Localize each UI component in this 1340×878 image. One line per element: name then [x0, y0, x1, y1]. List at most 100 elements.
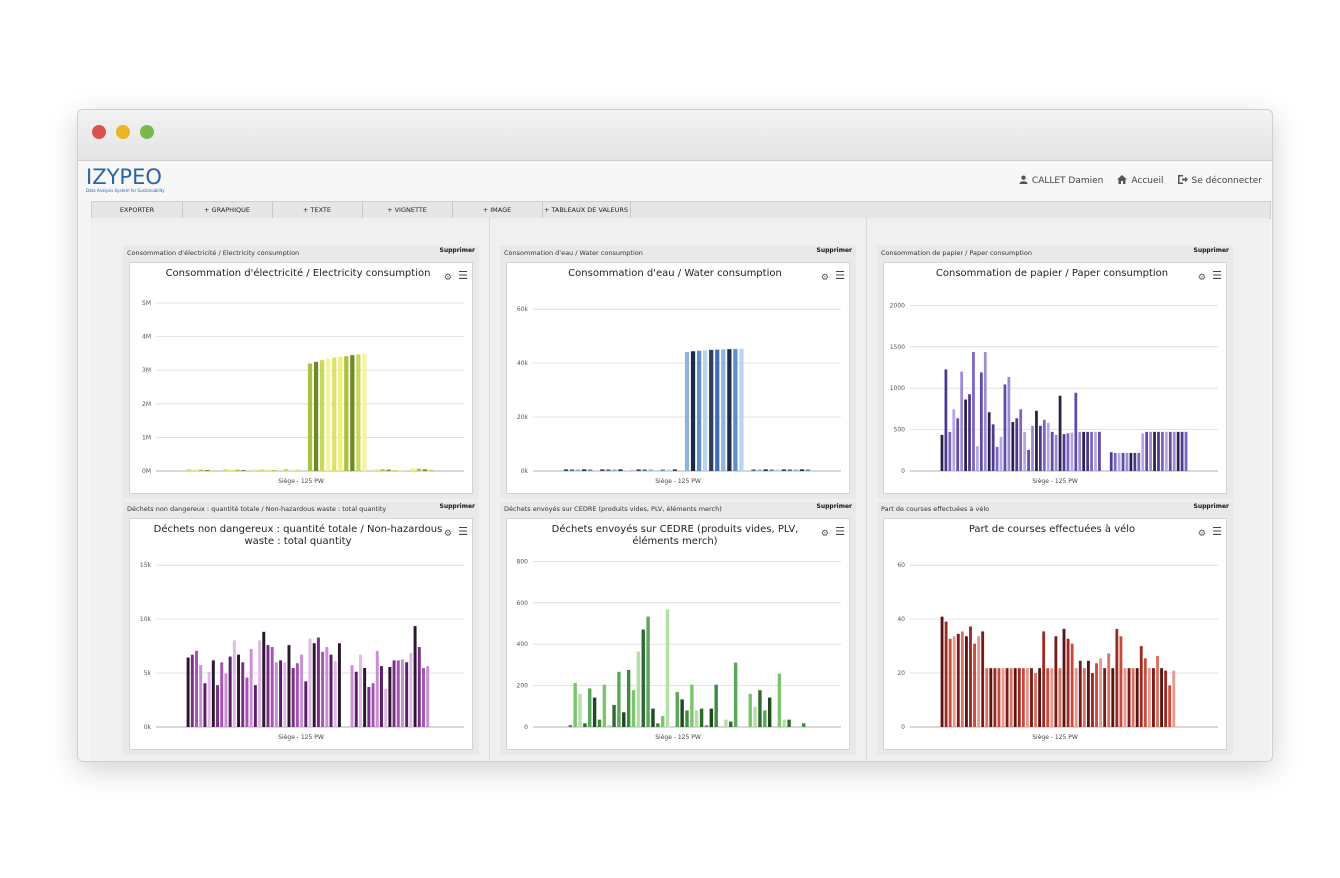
- bar: [696, 350, 702, 471]
- bar: [1011, 422, 1015, 471]
- logout-link[interactable]: Se déconnecter: [1177, 175, 1262, 187]
- x-axis-label: Siège - 125 PW: [1032, 734, 1078, 741]
- bar: [583, 723, 587, 727]
- delete-widget-button[interactable]: Supprimer: [1193, 247, 1229, 254]
- menu-icon[interactable]: ☰: [1212, 525, 1222, 538]
- user-menu[interactable]: CALLET Damien: [1019, 175, 1103, 187]
- bar: [684, 351, 690, 471]
- bar: [304, 681, 308, 727]
- bar: [384, 688, 388, 727]
- bar: [405, 662, 409, 727]
- y-tick-label: 40k: [517, 360, 529, 367]
- bar: [607, 725, 611, 727]
- bar: [1111, 668, 1115, 727]
- gear-icon[interactable]: ⚙: [1197, 273, 1206, 283]
- bar: [374, 468, 379, 471]
- bar: [769, 469, 774, 471]
- chart-container: Part de courses effectuées à vélo ⚙ ☰ 0 2…: [883, 518, 1227, 750]
- y-tick-label: 200: [517, 683, 529, 690]
- bar: [991, 424, 995, 471]
- gear-icon[interactable]: ⚙: [443, 529, 452, 539]
- bar: [631, 690, 636, 727]
- bar: [987, 412, 991, 471]
- gear-icon[interactable]: ⚙: [443, 273, 452, 283]
- bar: [758, 690, 762, 727]
- bar: [237, 654, 241, 727]
- y-tick-label: 500: [894, 427, 906, 434]
- bar: [602, 684, 607, 727]
- bar: [1094, 431, 1097, 471]
- bar: [1119, 636, 1123, 727]
- bar: [1062, 628, 1066, 727]
- bar: [1058, 395, 1062, 471]
- chart-plot: 0k 5k 10k 15k: [140, 562, 464, 731]
- bar: [1046, 422, 1050, 471]
- bar: [1066, 433, 1070, 471]
- bar: [660, 469, 665, 471]
- x-axis-label: Siège - 125 PW: [1032, 478, 1078, 485]
- y-tick-label: 0k: [144, 724, 152, 731]
- export-button[interactable]: EXPORTER: [92, 202, 183, 218]
- gear-icon[interactable]: ⚙: [1197, 529, 1206, 539]
- bar: [1160, 668, 1163, 727]
- bar: [1046, 668, 1050, 727]
- bar: [1091, 673, 1094, 727]
- menu-icon[interactable]: ☰: [835, 269, 845, 282]
- bar: [1019, 409, 1023, 471]
- gear-icon[interactable]: ⚙: [820, 529, 829, 539]
- bar: [1082, 431, 1086, 471]
- y-tick-label: 2000: [890, 302, 905, 309]
- bar: [258, 640, 262, 727]
- bar: [1161, 431, 1164, 471]
- add-chart-button[interactable]: + GRAPHIQUE: [182, 202, 273, 218]
- bar: [568, 725, 572, 727]
- add-text-button[interactable]: + TEXTE: [272, 202, 363, 218]
- y-tick-label: 3M: [142, 367, 151, 374]
- widget-header: Consommation d'eau / Water consumption: [504, 249, 643, 257]
- bar: [578, 693, 582, 727]
- add-value-table-button[interactable]: + TABLEAUX DE VALEURS: [542, 202, 631, 218]
- bar: [1164, 431, 1168, 471]
- widget-bike-share: Part de courses effectuées à vélo Suppri…: [877, 502, 1233, 755]
- y-tick-label: 1000: [890, 385, 905, 392]
- bar: [715, 349, 720, 471]
- close-window-button[interactable]: [92, 125, 106, 139]
- bar: [1125, 452, 1129, 471]
- widget-header: Consommation de papier / Paper consumpti…: [881, 249, 1032, 257]
- menu-icon[interactable]: ☰: [458, 269, 468, 282]
- delete-widget-button[interactable]: Supprimer: [1193, 503, 1229, 510]
- bar: [787, 719, 791, 727]
- izypeo-logo[interactable]: IZYPEO Data Analysis System for Sustaina…: [86, 166, 166, 196]
- y-tick-label: 800: [517, 558, 529, 565]
- bar: [969, 626, 972, 727]
- menu-icon[interactable]: ☰: [835, 525, 845, 538]
- chart-title: Déchets non dangereux : quantité totale …: [153, 524, 443, 547]
- gear-icon[interactable]: ⚙: [820, 273, 829, 283]
- add-image-button[interactable]: + IMAGE: [452, 202, 543, 218]
- chart-title: Consommation d'électricité / Electricity…: [165, 268, 431, 279]
- chart-container: Déchets non dangereux : quantité totale …: [129, 518, 473, 750]
- browser-window: IZYPEO Data Analysis System for Sustaina…: [77, 109, 1273, 762]
- bar: [793, 469, 798, 471]
- add-tile-button[interactable]: + VIGNETTE: [362, 202, 453, 218]
- widget-electricity: Consommation d'électricité / Electricity…: [123, 246, 479, 499]
- bar: [1117, 452, 1121, 471]
- bar: [944, 369, 948, 471]
- maximize-window-button[interactable]: [140, 125, 154, 139]
- bar: [1021, 668, 1025, 727]
- logout-icon: [1177, 175, 1188, 187]
- menu-icon[interactable]: ☰: [1212, 269, 1222, 282]
- minimize-window-button[interactable]: [116, 125, 130, 139]
- menu-icon[interactable]: ☰: [458, 525, 468, 538]
- delete-widget-button[interactable]: Supprimer: [816, 247, 852, 254]
- bar: [1031, 425, 1034, 471]
- delete-widget-button[interactable]: Supprimer: [439, 503, 475, 510]
- bar: [626, 669, 631, 727]
- bar: [630, 469, 635, 471]
- bar: [606, 469, 611, 471]
- bar: [641, 629, 645, 727]
- delete-widget-button[interactable]: Supprimer: [816, 503, 852, 510]
- bar: [1066, 638, 1070, 727]
- home-link[interactable]: Accueil: [1117, 175, 1164, 187]
- delete-widget-button[interactable]: Supprimer: [439, 247, 475, 254]
